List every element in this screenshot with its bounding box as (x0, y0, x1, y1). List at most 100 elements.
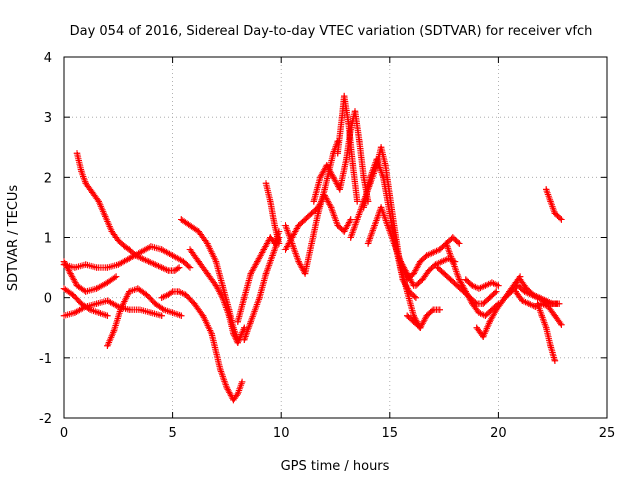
data-point (165, 291, 172, 298)
data-point (430, 306, 437, 313)
data-point (262, 180, 270, 187)
y-tick-label: 2 (44, 171, 52, 186)
data-point (271, 222, 278, 229)
data-point (169, 288, 176, 295)
series-arc-6 (104, 285, 185, 349)
data-point (534, 300, 541, 307)
series-arc-25 (462, 276, 502, 292)
data-point (551, 210, 559, 217)
data-point (443, 240, 450, 247)
y-tick-label: 4 (44, 51, 52, 66)
data-point (73, 282, 81, 289)
data-point (347, 234, 354, 241)
data-point (556, 300, 563, 307)
x-axis-label: GPS time / hours (281, 459, 390, 474)
data-point (104, 342, 111, 349)
data-point (530, 291, 537, 298)
data-point (295, 222, 302, 229)
data-point (321, 186, 328, 193)
data-point (347, 216, 354, 223)
data-point (115, 261, 122, 268)
data-point (104, 297, 111, 304)
data-point (115, 237, 122, 244)
data-point (60, 285, 68, 292)
data-point (473, 300, 480, 307)
data-point (95, 309, 102, 316)
data-point (269, 252, 276, 259)
data-point (462, 276, 469, 283)
data-point (495, 282, 502, 289)
data-point (482, 282, 489, 289)
data-point (412, 282, 420, 289)
data-point (169, 309, 176, 316)
data-point (282, 246, 289, 253)
data-point (204, 270, 211, 277)
data-point (147, 309, 155, 316)
data-point (126, 246, 133, 253)
data-point (241, 336, 248, 343)
series-arc-5 (60, 297, 165, 319)
data-point (354, 216, 361, 223)
data-point (71, 264, 79, 271)
axis-ticks (63, 56, 608, 419)
data-point (380, 174, 387, 181)
data-point (110, 327, 118, 334)
data-point (447, 276, 454, 283)
data-point (514, 282, 522, 289)
data-point (230, 330, 237, 337)
series-arc-17 (347, 144, 424, 331)
data-point (158, 312, 165, 319)
x-tick-label: 15 (382, 426, 399, 441)
data-point (360, 204, 367, 211)
data-point (367, 174, 374, 181)
data-point (543, 186, 550, 193)
data-point (475, 309, 483, 316)
data-point (89, 189, 96, 196)
data-point (460, 288, 467, 295)
data-point (482, 312, 489, 319)
data-point (158, 264, 165, 271)
data-point (204, 240, 211, 247)
data-point (501, 294, 509, 301)
x-tick-label: 25 (599, 426, 616, 441)
data-point (288, 234, 296, 241)
data-point (178, 312, 185, 319)
data-point (469, 282, 476, 289)
data-point (295, 258, 302, 265)
data-point (171, 267, 178, 274)
data-point (117, 306, 124, 313)
data-point (410, 318, 417, 325)
data-point (282, 222, 289, 229)
data-point (338, 114, 346, 121)
data-point (165, 267, 172, 274)
data-point (382, 162, 389, 169)
data-point (241, 294, 248, 301)
data-point (475, 285, 483, 292)
data-point (356, 138, 363, 145)
data-point (256, 294, 263, 301)
data-point (126, 306, 133, 313)
data-point (178, 216, 185, 223)
x-tick-label: 20 (490, 426, 507, 441)
data-point (321, 192, 328, 199)
data-point (104, 312, 111, 319)
data-point (73, 150, 81, 157)
data-point (260, 246, 267, 253)
data-point (486, 294, 493, 301)
data-point (267, 234, 274, 241)
data-point (186, 246, 194, 253)
data-point (112, 273, 120, 280)
data-point (493, 288, 500, 295)
y-tick-label: 3 (44, 111, 52, 126)
y-axis-label: SDTVAR / TECUs (6, 185, 21, 292)
data-point (417, 324, 424, 331)
x-tick-label: 5 (168, 426, 176, 441)
data-point (364, 240, 372, 247)
y-tick-label: -2 (39, 412, 52, 427)
data-point (516, 276, 524, 283)
data-point (82, 261, 89, 268)
series-arc-4 (60, 258, 120, 295)
data-point (225, 312, 233, 319)
